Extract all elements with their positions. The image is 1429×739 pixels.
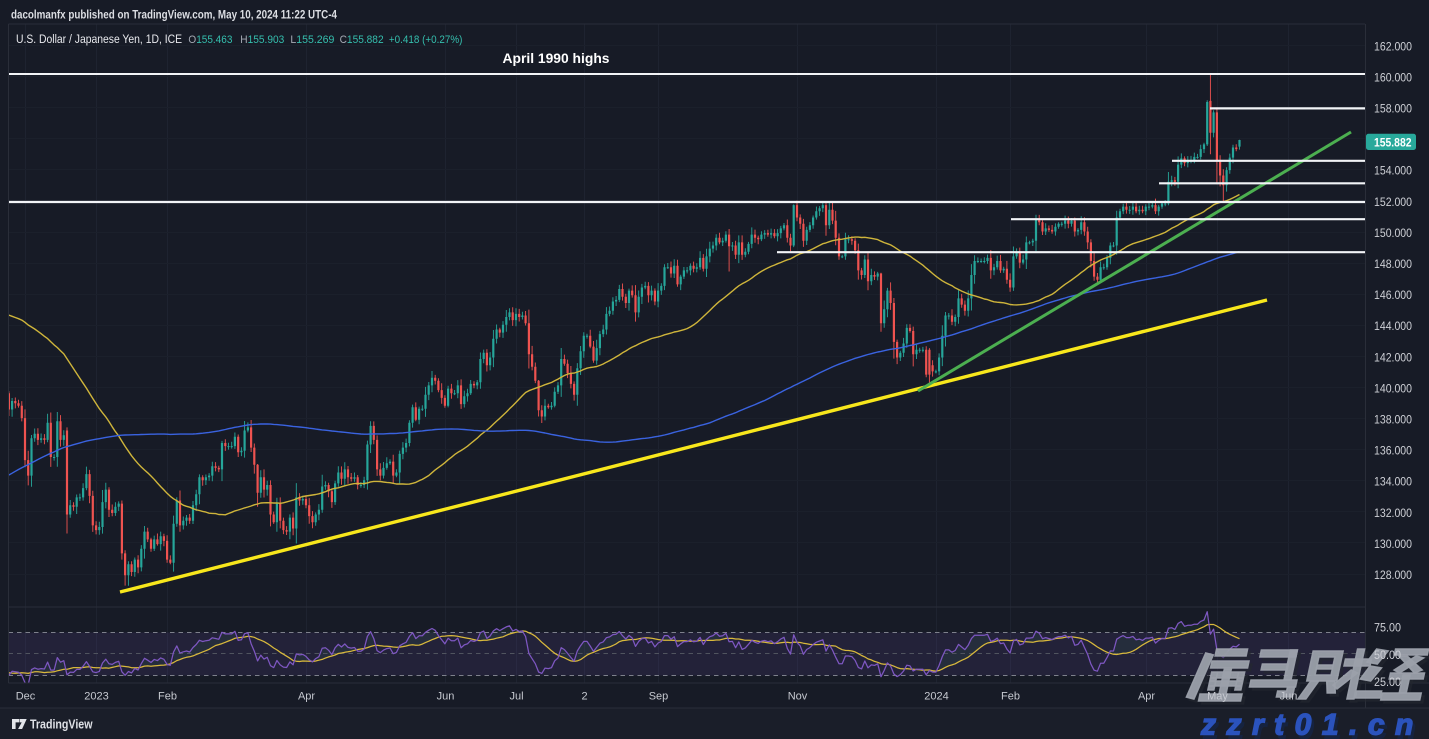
svg-text:Apr: Apr <box>1138 691 1155 703</box>
svg-text:April 1990 highs: April 1990 highs <box>503 51 610 66</box>
svg-text:O155.463: O155.463 <box>188 34 232 46</box>
svg-text:zzrt01.cn: zzrt01.cn <box>1200 709 1424 739</box>
svg-text:155.882: 155.882 <box>1374 135 1412 149</box>
svg-text:148.000: 148.000 <box>1374 257 1412 271</box>
svg-text:May: May <box>1207 691 1228 703</box>
svg-text:128.000: 128.000 <box>1374 568 1412 582</box>
svg-text:2023: 2023 <box>84 691 108 703</box>
svg-text:Feb: Feb <box>158 691 177 703</box>
svg-text:2024: 2024 <box>924 691 948 703</box>
svg-text:158.000: 158.000 <box>1374 102 1412 116</box>
svg-text:136.000: 136.000 <box>1374 444 1412 458</box>
svg-text:140.000: 140.000 <box>1374 381 1412 395</box>
svg-text:144.000: 144.000 <box>1374 319 1412 333</box>
svg-text:TradingView: TradingView <box>30 717 93 731</box>
svg-text:134.000: 134.000 <box>1374 475 1412 489</box>
svg-text:Jun: Jun <box>437 691 455 703</box>
svg-text:Dec: Dec <box>16 691 36 703</box>
svg-text:142.000: 142.000 <box>1374 350 1412 364</box>
svg-text:H155.903: H155.903 <box>240 34 284 46</box>
svg-text:Sep: Sep <box>649 691 669 703</box>
svg-text:U.S. Dollar / Japanese Yen, 1D: U.S. Dollar / Japanese Yen, 1D, ICE <box>16 32 182 46</box>
svg-text:138.000: 138.000 <box>1374 413 1412 427</box>
svg-text:2: 2 <box>581 691 587 703</box>
svg-text:C155.882: C155.882 <box>340 34 384 46</box>
svg-text:154.000: 154.000 <box>1374 164 1412 178</box>
svg-text:162.000: 162.000 <box>1374 39 1412 53</box>
svg-text:Jun: Jun <box>1280 691 1298 703</box>
svg-text:160.000: 160.000 <box>1374 70 1412 84</box>
svg-text:Nov: Nov <box>788 691 808 703</box>
svg-text:146.000: 146.000 <box>1374 288 1412 302</box>
svg-text:130.000: 130.000 <box>1374 537 1412 551</box>
svg-text:152.000: 152.000 <box>1374 195 1412 209</box>
svg-text:zzrt01.cn: zzrt01.cn <box>1203 713 1427 739</box>
svg-text:Apr: Apr <box>298 691 315 703</box>
svg-text:25.00: 25.00 <box>1374 675 1401 689</box>
svg-text:+0.418 (+0.27%): +0.418 (+0.27%) <box>389 34 463 46</box>
svg-text:Jul: Jul <box>509 691 523 703</box>
svg-text:132.000: 132.000 <box>1374 506 1412 520</box>
svg-text:75.00: 75.00 <box>1374 620 1401 634</box>
svg-text:Feb: Feb <box>1001 691 1020 703</box>
svg-text:150.000: 150.000 <box>1374 226 1412 240</box>
svg-text:L155.269: L155.269 <box>290 34 334 46</box>
svg-text:50.00: 50.00 <box>1374 648 1401 662</box>
svg-text:dacolmanfx published on Tradin: dacolmanfx published on TradingView.com,… <box>11 8 337 22</box>
